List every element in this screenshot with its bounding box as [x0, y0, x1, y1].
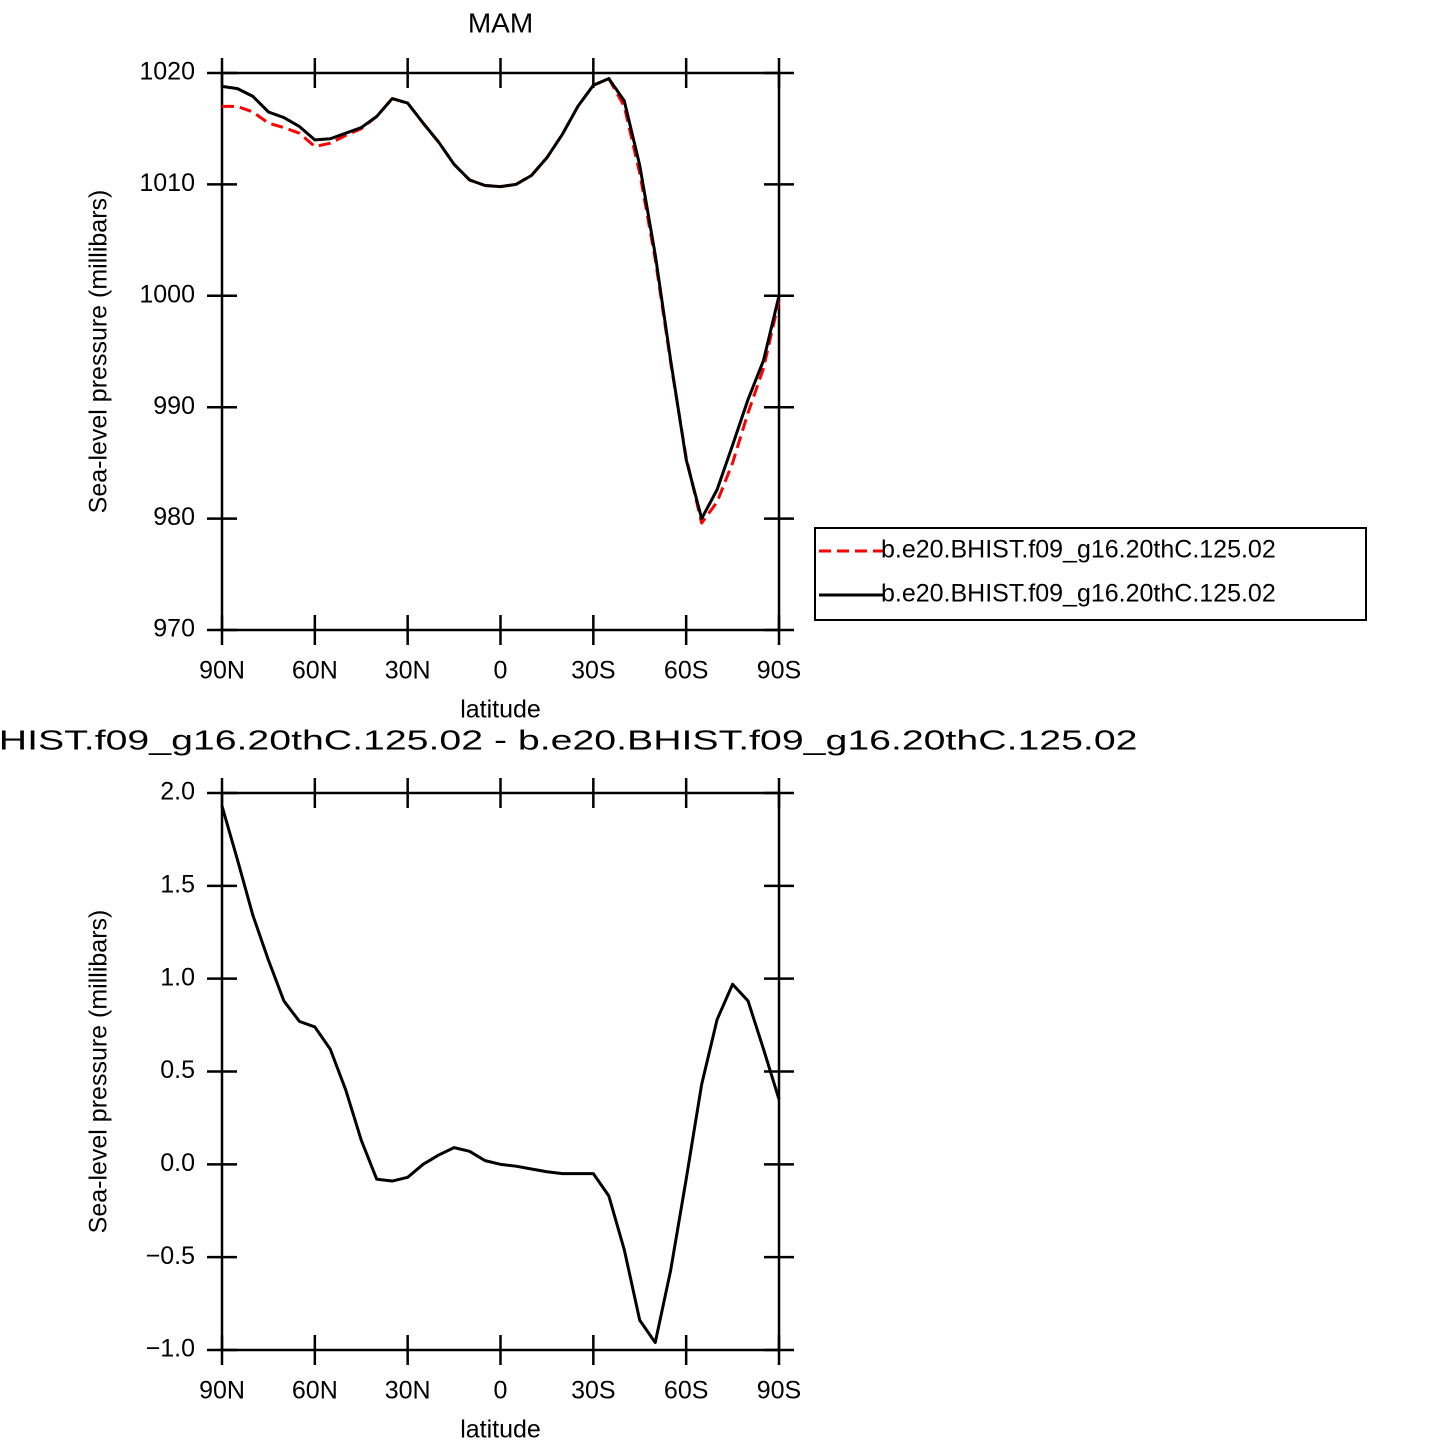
y-tick-label: 2.0: [160, 778, 195, 806]
x-tick-label: 60S: [664, 657, 708, 685]
y-tick-label: 1.0: [160, 963, 195, 991]
chart-title: MAM: [468, 7, 533, 38]
x-axis-label: latitude: [460, 696, 541, 724]
x-tick-label: 30N: [385, 1377, 431, 1405]
y-tick-label: −0.5: [146, 1242, 195, 1270]
x-tick-label: 90S: [757, 1377, 801, 1405]
y-axis-label: Sea-level pressure (millibars): [85, 190, 113, 514]
series-line: [221, 77, 781, 521]
y-tick-label: 0.5: [160, 1056, 195, 1084]
legend-label: b.e20.BHIST.f09_g16.20thC.125.02: [881, 536, 1276, 564]
legend-label: b.e20.BHIST.f09_g16.20thC.125.02: [881, 580, 1276, 608]
y-tick-label: 990: [153, 392, 195, 420]
x-tick-label: 90N: [199, 1377, 245, 1405]
series-line: [222, 77, 781, 525]
y-tick-label: 1010: [139, 169, 195, 197]
legend-box: [814, 527, 1367, 621]
y-tick-label: 970: [153, 615, 195, 643]
y-axis-label: Sea-level pressure (millibars): [85, 910, 113, 1234]
x-tick-label: 30S: [571, 1377, 615, 1405]
plot-frame: [220, 791, 781, 1352]
y-tick-label: 1000: [139, 280, 195, 308]
x-tick-label: 90S: [757, 657, 801, 685]
y-tick-label: 1.5: [160, 870, 195, 898]
x-tick-label: 90N: [199, 657, 245, 685]
plot-frame: [220, 71, 781, 632]
x-axis-label: latitude: [460, 1416, 541, 1444]
chart-title: b.e20.BHIST.f09_g16.20thC.125.02 - b.e20…: [0, 724, 1138, 755]
x-tick-label: 60S: [664, 1377, 708, 1405]
y-tick-label: −1.0: [146, 1335, 195, 1363]
y-tick-label: 0.0: [160, 1149, 195, 1177]
x-tick-label: 30N: [385, 657, 431, 685]
x-tick-label: 0: [494, 1377, 508, 1405]
series-line: [220, 805, 781, 1345]
y-tick-label: 1020: [139, 58, 195, 86]
x-tick-label: 60N: [292, 1377, 338, 1405]
y-tick-label: 980: [153, 503, 195, 531]
x-tick-label: 60N: [292, 657, 338, 685]
x-tick-label: 0: [494, 657, 508, 685]
x-tick-label: 30S: [571, 657, 615, 685]
